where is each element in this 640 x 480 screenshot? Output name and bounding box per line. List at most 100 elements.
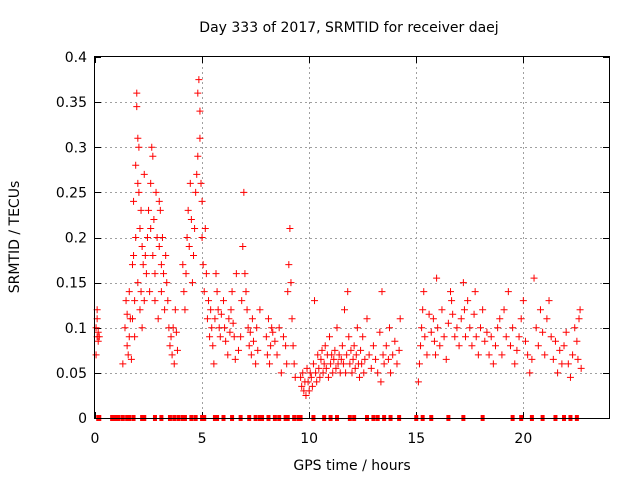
data-point — [415, 360, 423, 368]
data-point — [290, 360, 298, 368]
data-point — [179, 261, 187, 269]
data-point — [351, 364, 359, 372]
data-point — [477, 324, 484, 332]
data-point — [133, 89, 141, 97]
data-point — [283, 360, 291, 368]
data-point — [418, 324, 426, 332]
data-point — [539, 328, 547, 336]
data-point — [131, 333, 139, 341]
data-point — [289, 342, 297, 350]
data-point — [549, 355, 557, 363]
data-point — [483, 328, 491, 336]
data-point — [481, 337, 489, 345]
data-point — [425, 310, 433, 318]
data-point — [172, 328, 180, 336]
data-point — [158, 234, 166, 241]
data-point — [382, 342, 390, 350]
data-point — [378, 288, 386, 296]
data-point — [457, 315, 465, 323]
data-point — [130, 252, 138, 260]
y-tick-label: 0.35 — [56, 95, 87, 111]
data-point — [423, 351, 431, 359]
data-point — [125, 288, 133, 296]
data-point — [166, 342, 174, 350]
data-point — [216, 333, 224, 341]
y-tick-label: 0.15 — [56, 276, 87, 292]
data-point — [576, 306, 584, 314]
data-point — [136, 306, 144, 314]
data-point — [123, 310, 131, 318]
data-point — [157, 261, 165, 269]
data-point — [500, 306, 508, 314]
data-point — [429, 315, 437, 323]
data-point — [252, 360, 260, 368]
data-point — [212, 270, 220, 278]
data-point — [266, 360, 274, 368]
data-point — [487, 333, 495, 341]
data-point — [240, 188, 248, 196]
data-point — [304, 378, 312, 386]
data-point — [474, 351, 482, 359]
data-point — [262, 333, 270, 341]
data-point — [564, 360, 572, 368]
data-point — [345, 333, 353, 341]
data-point — [130, 197, 138, 205]
data-point — [241, 270, 249, 278]
data-point — [134, 279, 142, 287]
data-point — [213, 288, 221, 296]
data-point — [314, 351, 322, 359]
data-point — [560, 342, 568, 350]
data-point — [307, 373, 315, 381]
data-point — [285, 261, 293, 269]
data-point — [147, 179, 155, 187]
data-point — [420, 288, 428, 296]
data-point — [202, 270, 210, 278]
data-point — [466, 324, 474, 332]
data-point — [551, 337, 559, 345]
data-point — [449, 310, 457, 318]
data-point — [313, 378, 321, 386]
data-point — [327, 360, 335, 368]
data-point — [152, 188, 160, 196]
data-point — [124, 351, 132, 359]
y-tick-label: 0.1 — [65, 321, 87, 337]
data-point — [141, 252, 149, 260]
data-points — [92, 76, 585, 421]
data-point — [504, 288, 512, 296]
data-point — [160, 270, 168, 278]
data-point — [135, 188, 143, 196]
data-point — [318, 346, 326, 354]
y-tick-label: 0.4 — [65, 50, 87, 66]
data-point — [211, 315, 219, 323]
data-point — [247, 351, 255, 359]
data-point — [494, 324, 502, 332]
data-point — [541, 351, 549, 359]
data-point — [209, 342, 217, 350]
data-point — [387, 369, 395, 377]
data-point — [222, 337, 230, 345]
data-point — [214, 306, 222, 314]
data-point — [135, 143, 143, 151]
data-point — [320, 360, 328, 368]
data-point — [246, 328, 254, 336]
x-tick-label: 20 — [514, 431, 532, 447]
y-axis-label: SRMTID / TECUs — [7, 181, 23, 294]
data-point — [442, 355, 450, 363]
x-axis-label: GPS time / hours — [293, 458, 410, 474]
data-point — [286, 224, 294, 232]
data-point — [193, 170, 201, 178]
data-point — [95, 333, 103, 341]
data-point — [186, 179, 194, 187]
data-point — [328, 351, 336, 359]
y-tick-label: 0.25 — [56, 185, 87, 201]
data-point — [162, 252, 170, 260]
data-point — [198, 234, 206, 241]
data-point — [485, 351, 493, 359]
data-point — [479, 306, 487, 314]
data-point — [517, 315, 525, 323]
data-point — [196, 107, 204, 115]
data-point — [183, 234, 191, 241]
data-point — [155, 197, 163, 205]
data-point — [536, 306, 544, 314]
data-point — [169, 324, 177, 332]
